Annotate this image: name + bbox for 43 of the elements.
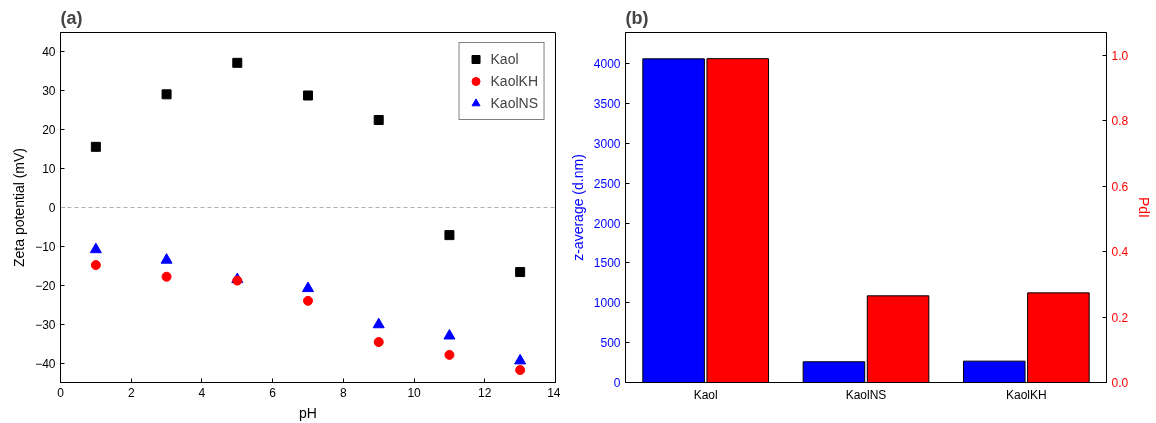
x-axis-title: pH: [299, 404, 317, 421]
x-tick-label: 6: [269, 385, 277, 400]
y-tick-label: 3000: [593, 136, 621, 151]
y2-tick-label: 0.2: [1111, 310, 1129, 325]
x-tick-label: 10: [407, 385, 422, 400]
y-tick-label: 3500: [593, 96, 621, 111]
chart-title: (a): [60, 7, 83, 28]
y-tick-label: 4000: [593, 57, 621, 72]
y-tick-label: 1000: [593, 296, 621, 311]
chart-title: (b): [625, 7, 649, 28]
x-tick-label: Kaol: [693, 387, 718, 402]
y-tick-label: −20: [35, 278, 56, 293]
y-tick-label: 40: [42, 45, 56, 60]
x-tick-label: KaolNS: [845, 387, 887, 402]
legend-label: KaolNS: [490, 95, 538, 111]
x-tick-label: 4: [198, 385, 206, 400]
y-tick-label: 1500: [593, 256, 621, 271]
y-tick-label: −10: [35, 239, 56, 254]
y2-axis-title: PdI: [1136, 196, 1153, 219]
y-axis-title: z-average (d.nm): [569, 154, 586, 261]
y2-tick-label: 0.4: [1111, 245, 1129, 260]
y-tick-label: 0: [48, 201, 56, 215]
x-tick-label: 12: [478, 385, 492, 400]
legend-label: KaolKH: [490, 73, 538, 89]
y2-tick-label: 0.0: [1111, 376, 1129, 390]
x-tick-label: 2: [127, 385, 135, 400]
y-tick-label: 10: [42, 162, 56, 177]
x-tick-label: 8: [340, 385, 348, 400]
y-axis-title: Zeta potential (mV): [11, 147, 28, 268]
y-tick-label: −30: [35, 317, 56, 332]
x-tick-label: KaolKH: [1005, 387, 1047, 402]
y2-tick-label: 1.0: [1111, 48, 1129, 63]
legend-label: Kaol: [490, 51, 519, 67]
y-tick-label: 500: [600, 336, 621, 351]
y-tick-label: 30: [42, 84, 56, 99]
x-tick-label: 14: [547, 385, 561, 400]
y2-tick-label: 0.8: [1111, 114, 1129, 129]
y-tick-label: −40: [35, 356, 56, 371]
y-tick-label: 0: [613, 376, 621, 390]
y-tick-label: 2500: [593, 176, 621, 191]
y-tick-label: 2000: [593, 216, 621, 231]
y2-tick-label: 0.6: [1111, 179, 1129, 194]
y-tick-label: 20: [42, 123, 56, 138]
